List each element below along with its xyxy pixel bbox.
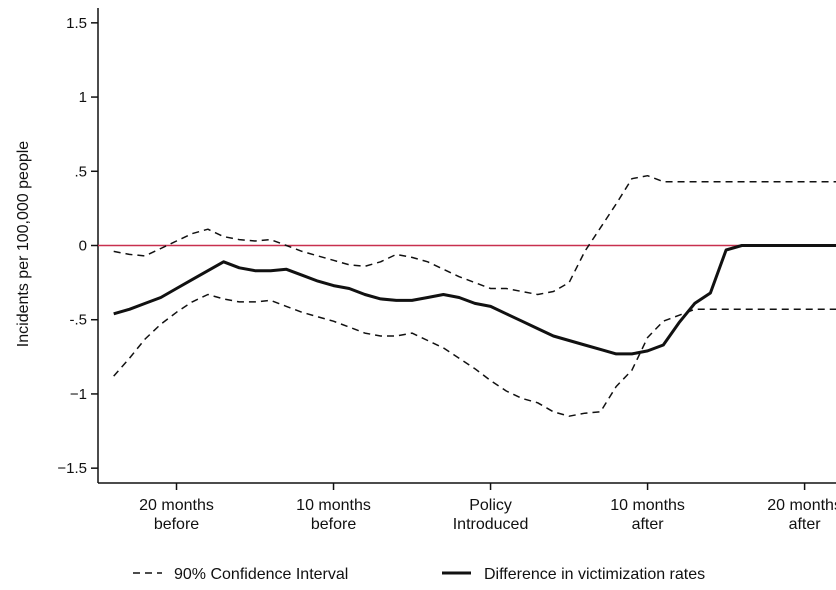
y-axis-title: Incidents per 100,000 people bbox=[15, 141, 32, 347]
y-tick-label: 1.5 bbox=[66, 15, 87, 32]
x-tick-label: Policy bbox=[469, 497, 512, 514]
y-tick-label: 0 bbox=[79, 238, 87, 255]
x-tick-label: before bbox=[311, 516, 356, 533]
x-tick-label: after bbox=[632, 516, 665, 533]
y-tick-label: 1 bbox=[79, 89, 87, 106]
ci-lower-line bbox=[113, 293, 836, 417]
y-tick-label: -.5 bbox=[69, 312, 87, 329]
legend: 90% Confidence Interval Difference in vi… bbox=[133, 566, 705, 583]
x-tick-label: Introduced bbox=[453, 516, 529, 533]
y-ticks: 1.51.50-.5−1−1.5 bbox=[57, 15, 98, 477]
x-tick-label: after bbox=[789, 516, 822, 533]
y-tick-label: −1 bbox=[70, 386, 87, 403]
ci-upper-line bbox=[113, 174, 836, 296]
difference-line bbox=[113, 244, 836, 356]
x-tick-label: 20 months bbox=[139, 497, 214, 514]
x-tick-label: before bbox=[154, 516, 199, 533]
x-tick-label: 20 months bbox=[767, 497, 836, 514]
y-tick-label: .5 bbox=[74, 163, 87, 180]
legend-label-ci: 90% Confidence Interval bbox=[174, 566, 348, 583]
y-tick-label: −1.5 bbox=[57, 460, 87, 477]
legend-label-difference: Difference in victimization rates bbox=[484, 566, 705, 583]
x-ticks: 20 months before 10 months before Policy Intr… bbox=[139, 483, 836, 533]
series-lines bbox=[113, 174, 836, 417]
x-tick-label: 10 months bbox=[610, 497, 685, 514]
x-tick-label: 10 months bbox=[296, 497, 371, 514]
